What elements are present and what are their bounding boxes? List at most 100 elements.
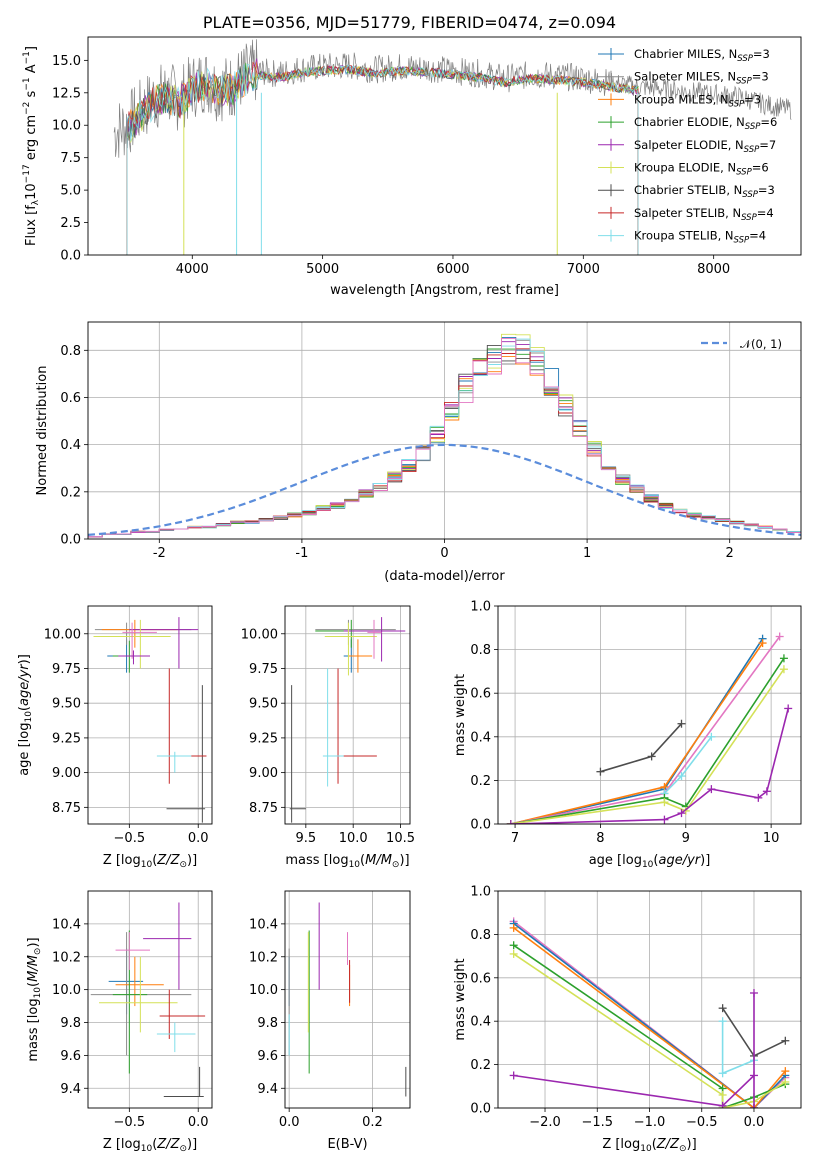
x-axis-label-part: )] bbox=[187, 1137, 197, 1152]
x-axis-label-part: Z/Z bbox=[656, 1137, 680, 1152]
y-axis-label-part: −1 bbox=[22, 51, 32, 64]
spectrum-plot-area bbox=[113, 39, 792, 255]
x-axis-label-part: Z/Z bbox=[156, 1137, 180, 1152]
axes-frame bbox=[497, 605, 802, 825]
x-axis-label-part: ( bbox=[152, 1137, 157, 1152]
y-tick-label: 0.8 bbox=[470, 928, 491, 943]
y-tick-label: 0.8 bbox=[470, 643, 491, 658]
legend-label: Salpeter MILES, NSSP=3 bbox=[634, 70, 769, 87]
x-tick-label: 0.0 bbox=[744, 1115, 765, 1130]
y-tick-label: 9.50 bbox=[52, 697, 81, 712]
mass-vs-Z-panel: −0.5 0.09.49.69.810.010.210.4Z [log10(Z/Z… bbox=[26, 890, 213, 1154]
legend-label-val: =6 bbox=[752, 161, 769, 175]
y-axis-label-part: 10 bbox=[24, 711, 34, 723]
x-axis-label-part: ( bbox=[653, 853, 658, 868]
y-tick-label: 1.0 bbox=[470, 885, 491, 900]
x-tick-label: 8 bbox=[596, 831, 604, 846]
x-tick-label: 7 bbox=[511, 831, 519, 846]
y-tick-label: 8.75 bbox=[52, 801, 81, 816]
legend-label: Salpeter STELIB, NSSP=4 bbox=[634, 206, 774, 223]
y-axis-label-part: age/yr bbox=[17, 663, 32, 706]
y-axis-label-part: mass [log bbox=[26, 998, 41, 1061]
y-tick-label: 10.0 bbox=[52, 983, 81, 998]
y-axis-label: age [log10(age/yr)] bbox=[17, 654, 34, 776]
legend-label: Salpeter ELODIE, NSSP=7 bbox=[634, 138, 776, 155]
y-tick-label: 10.4 bbox=[249, 917, 278, 932]
mass-weight-line bbox=[510, 642, 764, 824]
x-axis-label: age [log10(age/yr)] bbox=[589, 853, 711, 870]
x-tick-label: 10.5 bbox=[386, 831, 415, 846]
x-tick-label: 10 bbox=[763, 831, 780, 846]
x-tick-label: 9 bbox=[682, 831, 690, 846]
model-spectrum-line bbox=[126, 63, 639, 255]
mass-weight-line bbox=[513, 927, 786, 1108]
y-axis-label-part: −1 bbox=[22, 77, 32, 90]
x-axis-label-part: 10 bbox=[141, 860, 153, 870]
y-tick-label: 0.2 bbox=[470, 774, 491, 789]
normal-curve bbox=[88, 443, 801, 536]
y-tick-label: 10.2 bbox=[249, 950, 278, 965]
x-axis-label-part: )] bbox=[187, 853, 197, 868]
x-axis-label-part: mass [log bbox=[285, 853, 348, 868]
spectrum-panel: 4000 5000 6000 7000 8000 0.0 2.5 5.0 7.5 10.0 12.5… bbox=[22, 36, 802, 298]
legend-label-base: Chabrier STELIB, N bbox=[634, 183, 742, 197]
y-axis-label: mass [log10(M/M⊙)] bbox=[26, 937, 43, 1061]
residuals-plot-area bbox=[88, 333, 801, 538]
y-tick-label: 0.8 bbox=[60, 344, 81, 359]
y-axis-label-part: −2 bbox=[22, 102, 32, 115]
x-axis-label-part: )] bbox=[687, 1137, 697, 1152]
y-axis-label-part: A bbox=[24, 64, 39, 77]
y-tick-label: 9.6 bbox=[60, 1049, 81, 1064]
x-tick-label: −0.5 bbox=[114, 831, 146, 846]
y-tick-label: 10.00 bbox=[44, 627, 81, 642]
legend-label-sub: SSP bbox=[744, 145, 760, 155]
legend-label-sub: SSP bbox=[736, 168, 752, 178]
x-tick-label: 0.0 bbox=[279, 1115, 300, 1130]
y-tick-label: 9.25 bbox=[52, 731, 81, 746]
x-axis-label: Z [log10(Z/Z⊙)] bbox=[602, 1137, 696, 1154]
y-axis-label: Normed distribution bbox=[35, 366, 50, 496]
x-axis-label-part: ⊙ bbox=[179, 860, 187, 870]
legend-label-val: =3 bbox=[744, 92, 761, 106]
y-tick-label: 9.00 bbox=[52, 766, 81, 781]
y-tick-label: 0.4 bbox=[470, 1015, 491, 1030]
x-axis-label-part: ( bbox=[152, 853, 157, 868]
x-tick-label: 0.0 bbox=[188, 1115, 209, 1130]
legend-label-base: Salpeter MILES, N bbox=[634, 70, 736, 84]
legend-label-sub: SSP bbox=[734, 236, 750, 246]
legend-label-sub: SSP bbox=[745, 122, 761, 132]
y-tick-label: 0.6 bbox=[470, 687, 491, 702]
y-tick-label: 5.0 bbox=[60, 184, 81, 199]
y-axis-label-part: s bbox=[24, 90, 39, 101]
y-axis-label-part: ] bbox=[24, 46, 39, 51]
mass-weight-line bbox=[721, 1021, 755, 1075]
y-tick-label: 0.0 bbox=[470, 1102, 491, 1117]
mass-weight-line bbox=[510, 657, 785, 824]
x-axis-label-part: ⊙ bbox=[179, 1144, 187, 1154]
x-tick-label: 9.5 bbox=[295, 831, 316, 846]
plot-area bbox=[93, 617, 207, 823]
legend-label-val: =6 bbox=[760, 115, 777, 129]
massweight-vs-Z-panel: −2.0 −1.5 −1.0 −0.5 0.0 0.0 0.2 0.4 0.6 0.8 1.0 Z [… bbox=[453, 885, 802, 1154]
y-tick-label: 12.5 bbox=[52, 86, 81, 101]
plot-area bbox=[289, 617, 406, 823]
y-tick-label: 0.2 bbox=[470, 1058, 491, 1073]
y-tick-label: 9.50 bbox=[249, 697, 278, 712]
x-tick-label: 10.0 bbox=[339, 831, 368, 846]
x-tick-label: -2 bbox=[153, 546, 166, 561]
x-axis-label-part: age/yr bbox=[658, 853, 701, 868]
x-tick-label: −2.0 bbox=[529, 1115, 561, 1130]
x-tick-label: 6000 bbox=[436, 262, 469, 277]
mass-vs-EBV-panel: 0.0 0.2 9.4 9.6 9.8 10.0 10.2 10.4 E(B-V) bbox=[249, 890, 411, 1152]
y-tick-label: 0.6 bbox=[470, 971, 491, 986]
x-axis-label-part: )] bbox=[399, 853, 409, 868]
legend-label-val: =7 bbox=[759, 138, 776, 152]
y-tick-label: 10.0 bbox=[52, 119, 81, 134]
y-tick-label: 0.4 bbox=[60, 438, 81, 453]
x-axis-label-part: ⊙ bbox=[392, 860, 400, 870]
y-tick-label: 0.0 bbox=[60, 533, 81, 548]
axes-frame bbox=[87, 36, 802, 256]
y-axis-label: Flux [fλ10−17 erg cm−2 s−1 A−1] bbox=[22, 46, 41, 246]
legend-label-base: Chabrier ELODIE, N bbox=[634, 115, 745, 129]
